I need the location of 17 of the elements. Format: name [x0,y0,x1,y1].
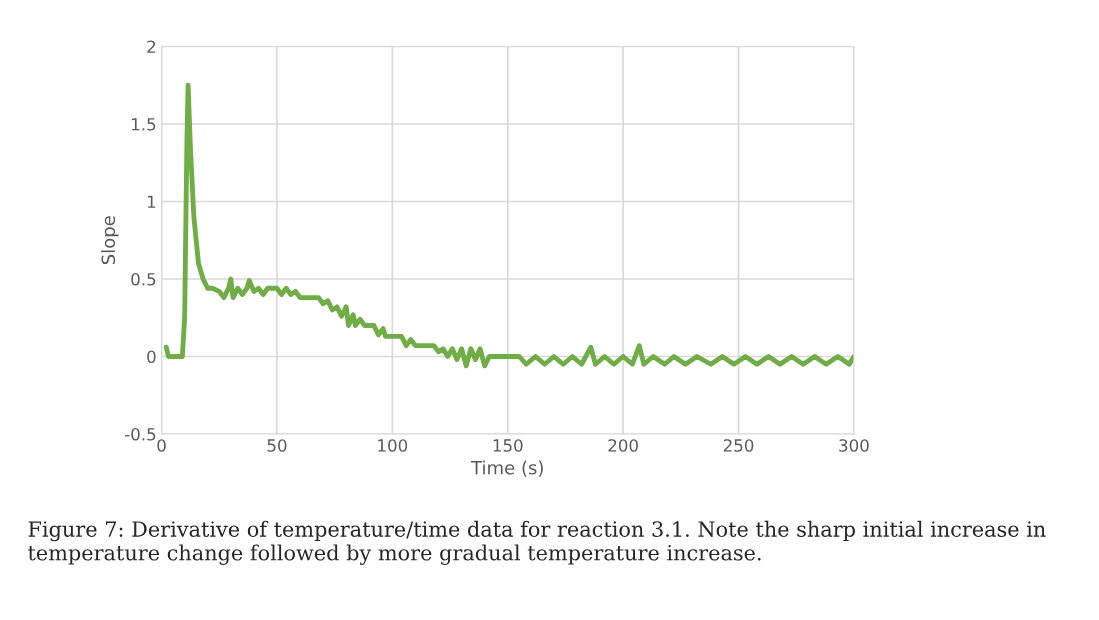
x-tick-label: 200 [608,439,638,452]
y-tick-label: -0.5 [124,427,156,441]
y-tick-label: 0.5 [131,272,156,286]
x-tick-label: 0 [157,439,166,452]
y-tick-label: 0 [147,350,156,364]
x-tick-label: 150 [493,439,523,452]
y-tick-label: 1.5 [132,118,156,131]
x-tick-label: 250 [723,439,754,452]
x-axis-title: Time (s) [470,460,543,477]
x-tick-label: 300 [839,439,869,452]
y-tick-label: 1 [147,195,156,208]
y-axis-title: Slope [101,216,119,265]
y-tick-label: 2 [147,40,156,53]
x-tick-label: 50 [267,439,287,452]
line-series [163,82,854,369]
x-tick-label: 100 [378,439,408,452]
caption: Figure 7: Derivative of temperature/time data for reaction 3.1. Note the sharp initial increase in temperature change followed by more gradual temperature increase. [28,520,1046,565]
